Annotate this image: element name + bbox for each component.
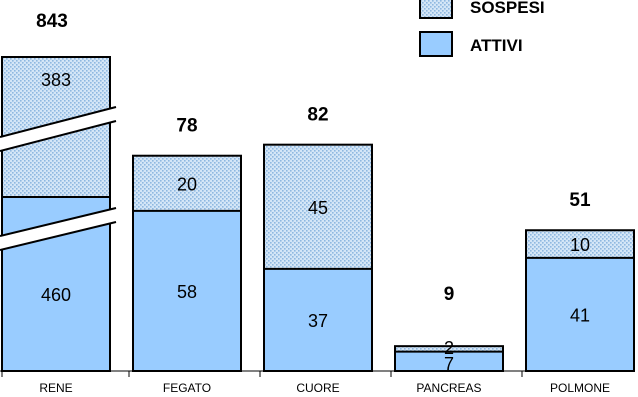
x-tick-label-pancreas: PANCREAS	[416, 381, 481, 395]
axis-break-gap	[0, 107, 116, 151]
x-tick-label-fegato: FEGATO	[163, 381, 211, 395]
axis-break-line	[0, 207, 117, 237]
axis-break-gap	[0, 208, 116, 250]
data-label-sospesi-cuore: 45	[308, 198, 328, 218]
legend-swatch-attivi	[419, 31, 453, 57]
bar-attivi-cuore	[264, 268, 372, 371]
bar-sospesi-cuore	[264, 144, 372, 269]
bar-sospesi-polmone	[526, 230, 634, 258]
bar-sospesi-fegato	[133, 155, 241, 211]
total-label-pancreas: 9	[444, 284, 455, 305]
bar-sospesi-pancreas	[395, 346, 503, 352]
total-label-rene: 843	[36, 11, 68, 32]
bar-attivi-fegato	[133, 210, 241, 371]
axis-break-line	[0, 221, 117, 251]
bars-layer	[0, 56, 635, 373]
total-label-polmone: 51	[569, 190, 591, 211]
bar-attivi-pancreas	[395, 351, 503, 371]
axis-break-line	[0, 106, 117, 138]
legend: SOSPESI ATTIVI	[419, 0, 545, 57]
data-label-sospesi-polmone: 10	[570, 235, 590, 255]
data-label-sospesi-pancreas: 2	[444, 338, 454, 358]
bar-attivi-polmone	[526, 257, 634, 371]
data-label-attivi-pancreas: 7	[444, 354, 454, 374]
axis-break-line	[0, 120, 117, 152]
data-label-sospesi-rene: 383	[41, 70, 71, 90]
total-label-fegato: 78	[176, 116, 197, 137]
x-tick-label-cuore: CUORE	[296, 381, 339, 395]
data-label-attivi-rene: 460	[41, 285, 71, 305]
data-label-attivi-cuore: 37	[308, 311, 328, 331]
x-tick-label-rene: RENE	[39, 381, 72, 395]
data-label-attivi-fegato: 58	[177, 282, 197, 302]
x-tick-label-polmone: POLMONE	[550, 381, 610, 395]
x-axis: RENE FEGATO CUORE PANCREAS POLMONE	[0, 370, 630, 395]
data-label-attivi-polmone: 41	[570, 305, 590, 325]
legend-swatch-sospesi	[419, 0, 453, 19]
total-label-cuore: 82	[307, 105, 328, 126]
labels-layer: 383 460 843 20 58 78 45 37 82 27 9 10 41 51	[36, 11, 591, 374]
legend-label-attivi: ATTIVI	[470, 36, 523, 55]
data-label-sospesi-fegato: 20	[177, 174, 197, 194]
legend-label-sospesi: SOSPESI	[470, 0, 545, 17]
